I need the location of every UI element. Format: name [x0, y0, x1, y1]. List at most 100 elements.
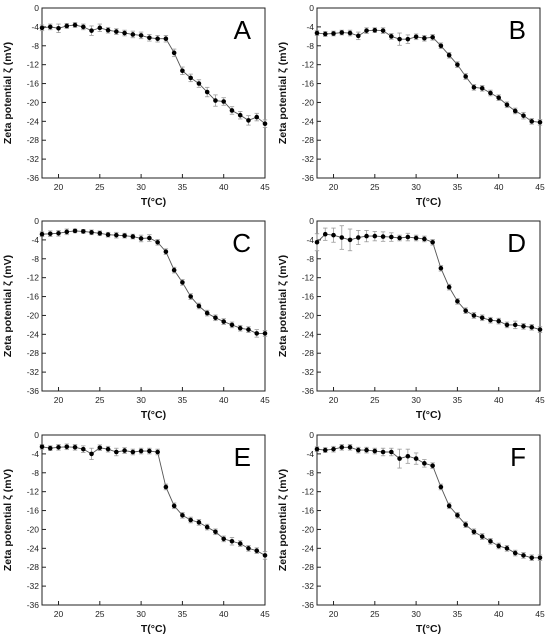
- panel-label: B: [509, 15, 526, 45]
- data-point: [39, 444, 45, 450]
- data-point: [221, 99, 227, 104]
- data-point: [254, 548, 260, 553]
- data-point: [122, 233, 127, 238]
- y-tick-label: -32: [27, 581, 40, 591]
- plot-frame: [41, 220, 266, 392]
- x-tick-label: 20: [329, 609, 339, 619]
- data-point: [262, 553, 268, 558]
- plot-frame: [41, 7, 266, 179]
- x-tick-label: 45: [535, 182, 545, 192]
- data-point: [413, 235, 419, 241]
- data-point: [372, 233, 378, 239]
- y-axis-title: Zeta potential ζ (mV): [277, 42, 289, 144]
- chart-svg: 20 25 30 35 40 45 0 -4 -8 -12 -16 -20 -24 -28 -32 -36 T(…: [277, 216, 545, 421]
- data-point: [64, 23, 70, 29]
- data-point: [422, 461, 427, 466]
- data-point: [221, 536, 227, 542]
- y-tick-label: -28: [302, 135, 315, 145]
- y-tick-label: -8: [306, 468, 314, 478]
- data-point: [114, 29, 119, 34]
- data-point: [521, 324, 526, 329]
- data-point: [56, 26, 61, 31]
- data-point: [380, 234, 386, 239]
- y-tick-label: 0: [309, 3, 314, 13]
- x-tick-label: 35: [453, 182, 463, 192]
- x-axis-title: T(°C): [416, 196, 441, 208]
- data-point: [512, 550, 518, 556]
- data-point: [188, 517, 193, 523]
- y-axis-title: Zeta potential ζ (mV): [2, 255, 14, 357]
- data-point: [246, 327, 251, 332]
- chart-svg: 20 25 30 35 40 45 0 -4 -8 -12 -16 -20 -24 -28 -32 -36 T(…: [277, 430, 545, 635]
- data-point: [380, 449, 386, 455]
- y-tick-label: -4: [31, 22, 39, 32]
- chart-panel-f: 20 25 30 35 40 45 0 -4 -8 -12 -16 -20 -24 -28 -32 -36 T(…: [275, 427, 550, 640]
- y-tick-label: -28: [27, 562, 40, 572]
- data-point: [196, 303, 202, 309]
- y-tick-label: -36: [27, 386, 40, 396]
- y-tick-label: -24: [27, 116, 40, 126]
- data-point: [512, 108, 518, 114]
- y-tick-label: -12: [302, 273, 315, 283]
- y-tick-label: -4: [31, 235, 39, 245]
- data-point: [254, 114, 260, 120]
- data-point: [422, 236, 427, 242]
- x-tick-label: 45: [535, 609, 545, 619]
- chart-svg: 20 25 30 35 40 45 0 -4 -8 -12 -16 -20 -24 -28 -32 -36 T(…: [2, 3, 270, 208]
- y-tick-label: -16: [302, 506, 315, 516]
- data-point: [39, 231, 45, 237]
- data-point: [163, 249, 169, 254]
- data-point: [147, 235, 152, 241]
- data-point: [262, 331, 268, 336]
- data-point: [372, 448, 378, 454]
- y-tick-label: -32: [302, 581, 315, 591]
- chart-svg: 20 25 30 35 40 45 0 -4 -8 -12 -16 -20 -24 -28 -32 -36 T(…: [2, 216, 270, 421]
- data-point: [339, 30, 345, 35]
- data-point: [262, 121, 268, 126]
- data-point: [347, 444, 353, 450]
- x-tick-label: 35: [453, 395, 463, 405]
- data-point: [438, 265, 444, 271]
- x-tick-label: 30: [411, 609, 421, 619]
- data-point: [89, 451, 94, 457]
- data-point: [446, 284, 452, 290]
- data-point: [463, 522, 468, 528]
- data-point: [204, 89, 210, 95]
- data-point: [229, 322, 235, 328]
- data-point: [405, 453, 411, 459]
- data-point: [39, 25, 45, 31]
- y-tick-label: 0: [34, 3, 39, 13]
- data-point: [504, 322, 510, 328]
- x-tick-label: 35: [178, 395, 188, 405]
- x-tick-label: 25: [370, 182, 380, 192]
- y-tick-label: -28: [27, 348, 40, 358]
- y-tick-label: -16: [302, 292, 315, 302]
- x-tick-label: 20: [54, 182, 64, 192]
- data-point: [105, 446, 111, 452]
- data-point: [397, 235, 402, 241]
- series-line: [41, 230, 265, 334]
- data-point: [512, 322, 518, 328]
- chart-panel-b: 20 25 30 35 40 45 0 -4 -8 -12 -16 -20 -24 -28 -32 -36 T(…: [275, 0, 550, 213]
- y-tick-label: -24: [302, 543, 315, 553]
- data-point: [114, 232, 119, 238]
- data-point: [80, 229, 86, 234]
- data-point: [130, 449, 136, 455]
- data-point: [504, 102, 510, 108]
- data-point: [347, 30, 353, 36]
- y-tick-label: -36: [302, 386, 315, 396]
- y-tick-label: -12: [27, 60, 40, 70]
- y-tick-label: -8: [31, 468, 39, 478]
- y-tick-label: -16: [27, 506, 40, 516]
- data-point: [496, 95, 502, 101]
- data-point: [213, 98, 218, 103]
- series-line: [316, 29, 541, 123]
- x-tick-label: 40: [494, 395, 504, 405]
- data-point: [446, 503, 452, 509]
- x-tick-label: 20: [329, 182, 339, 192]
- data-point: [171, 503, 177, 509]
- data-point: [347, 237, 353, 243]
- y-tick-label: -28: [27, 135, 40, 145]
- data-point: [455, 512, 460, 518]
- y-tick-label: -20: [302, 310, 315, 320]
